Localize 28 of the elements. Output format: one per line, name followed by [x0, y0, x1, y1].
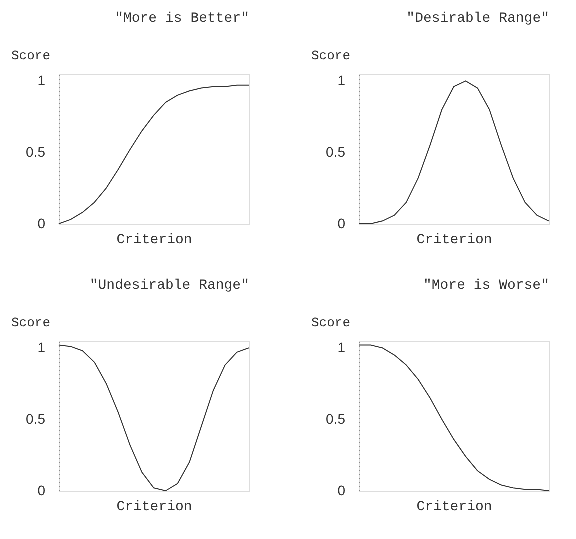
chart-title: "Undesirable Range" — [90, 278, 250, 294]
line-series — [358, 344, 550, 492]
chart-title: "More is Worse" — [423, 278, 550, 294]
x-axis-title: Criterion — [416, 500, 492, 516]
y-tick-label: 0 — [38, 482, 46, 498]
y-axis-title: Score — [312, 48, 351, 64]
y-tick-label: 0 — [338, 482, 346, 498]
y-tick-label: 1 — [338, 72, 346, 89]
line-series — [358, 80, 550, 224]
y-axis-title: Score — [12, 48, 51, 64]
y-tick-label: 0.5 — [326, 411, 346, 428]
line-series — [58, 84, 250, 224]
y-tick-label: 1 — [38, 72, 46, 89]
x-axis-title: Criterion — [416, 232, 492, 248]
y-tick-label: 0 — [338, 216, 346, 232]
y-tick-label: 1 — [38, 340, 46, 356]
x-axis-title: Criterion — [116, 500, 192, 516]
y-tick-label: 0.5 — [26, 144, 46, 160]
y-tick-label: 1 — [338, 340, 346, 356]
y-tick-label: 0 — [38, 216, 46, 232]
y-axis-title: Score — [312, 316, 351, 330]
chart-title: "Desirable Range" — [406, 11, 550, 27]
y-tick-label: 0.5 — [26, 411, 46, 428]
line-series — [58, 344, 250, 492]
y-axis-title: Score — [12, 316, 51, 330]
y-tick-label: 0.5 — [326, 144, 346, 160]
chart-title: "More is Better" — [115, 11, 250, 27]
x-axis-title: Criterion — [116, 232, 192, 248]
